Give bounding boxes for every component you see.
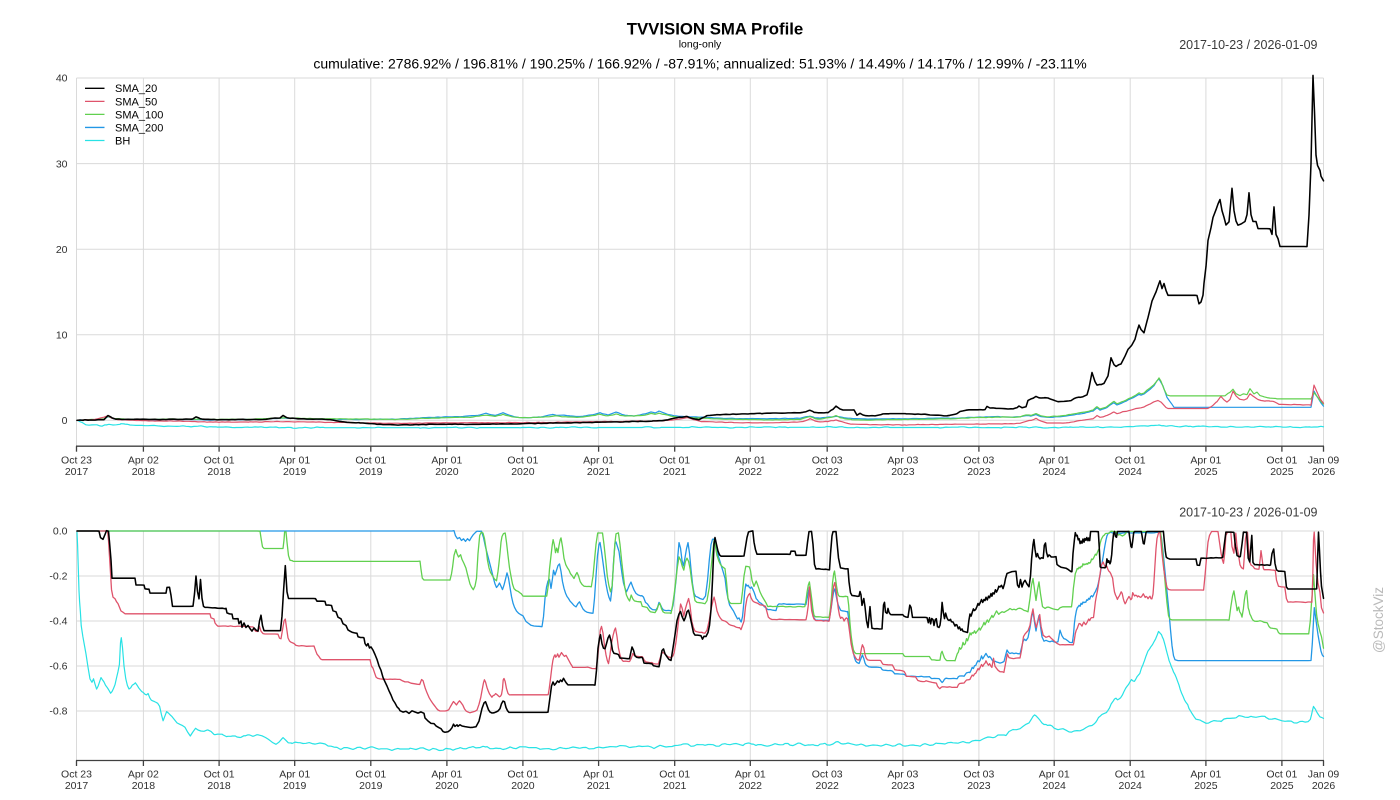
svg-text:2023: 2023 — [967, 780, 991, 792]
svg-text:2017: 2017 — [65, 466, 89, 478]
svg-text:cumulative: 2786.92% / 196.81%: cumulative: 2786.92% / 196.81% / 190.25%… — [313, 56, 1086, 72]
svg-text:2025: 2025 — [1270, 466, 1294, 478]
svg-text:Oct 01: Oct 01 — [659, 454, 690, 466]
svg-text:TVVISION SMA Profile: TVVISION SMA Profile — [627, 20, 804, 39]
svg-text:2022: 2022 — [739, 466, 763, 478]
svg-text:Oct 03: Oct 03 — [963, 454, 994, 466]
svg-text:2023: 2023 — [891, 780, 915, 792]
svg-text:30: 30 — [56, 158, 68, 170]
svg-text:long-only: long-only — [679, 39, 722, 51]
svg-text:Oct 23: Oct 23 — [61, 769, 92, 781]
svg-text:Oct 01: Oct 01 — [355, 454, 386, 466]
svg-text:-0.4: -0.4 — [49, 616, 67, 628]
svg-text:Oct 03: Oct 03 — [812, 769, 843, 781]
svg-text:Apr 01: Apr 01 — [1190, 454, 1221, 466]
svg-text:Oct 03: Oct 03 — [963, 769, 994, 781]
svg-text:Apr 02: Apr 02 — [128, 769, 159, 781]
svg-text:Apr 03: Apr 03 — [887, 769, 918, 781]
svg-text:Oct 01: Oct 01 — [1115, 769, 1146, 781]
svg-text:2023: 2023 — [891, 466, 915, 478]
svg-text:@StockViz: @StockViz — [1371, 587, 1386, 653]
svg-text:-0.2: -0.2 — [49, 571, 67, 583]
svg-text:2021: 2021 — [587, 780, 611, 792]
svg-text:SMA_20: SMA_20 — [115, 83, 157, 95]
svg-text:2023: 2023 — [967, 466, 991, 478]
svg-text:2017-10-23 / 2026-01-09: 2017-10-23 / 2026-01-09 — [1179, 506, 1317, 520]
svg-text:2021: 2021 — [587, 466, 611, 478]
svg-text:2024: 2024 — [1043, 466, 1067, 478]
svg-text:2026: 2026 — [1312, 780, 1336, 792]
svg-text:2025: 2025 — [1194, 466, 1218, 478]
svg-text:Apr 01: Apr 01 — [279, 454, 310, 466]
svg-text:Jan 09: Jan 09 — [1308, 454, 1340, 466]
svg-text:0.0: 0.0 — [53, 526, 68, 538]
svg-text:2026: 2026 — [1312, 466, 1336, 478]
svg-text:Apr 02: Apr 02 — [128, 454, 159, 466]
svg-text:2019: 2019 — [283, 780, 307, 792]
svg-text:Oct 03: Oct 03 — [812, 454, 843, 466]
svg-text:Oct 01: Oct 01 — [204, 454, 235, 466]
svg-text:Oct 01: Oct 01 — [355, 769, 386, 781]
svg-text:0: 0 — [62, 415, 68, 427]
svg-text:20: 20 — [56, 244, 68, 256]
svg-text:Oct 01: Oct 01 — [507, 454, 538, 466]
svg-text:10: 10 — [56, 329, 68, 341]
svg-text:2019: 2019 — [283, 466, 307, 478]
svg-text:2020: 2020 — [511, 466, 535, 478]
svg-text:Oct 01: Oct 01 — [204, 769, 235, 781]
svg-text:2017-10-23 / 2026-01-09: 2017-10-23 / 2026-01-09 — [1179, 38, 1317, 52]
svg-text:Apr 01: Apr 01 — [431, 769, 462, 781]
svg-text:-0.6: -0.6 — [49, 661, 67, 673]
svg-text:SMA_100: SMA_100 — [115, 109, 163, 121]
svg-text:Oct 01: Oct 01 — [507, 769, 538, 781]
svg-text:2024: 2024 — [1119, 466, 1143, 478]
svg-text:40: 40 — [56, 73, 68, 85]
svg-text:2024: 2024 — [1043, 780, 1067, 792]
svg-text:2022: 2022 — [816, 780, 840, 792]
svg-text:2020: 2020 — [435, 780, 459, 792]
svg-text:2018: 2018 — [132, 780, 156, 792]
svg-text:Apr 01: Apr 01 — [1039, 769, 1070, 781]
svg-text:SMA_200: SMA_200 — [115, 122, 163, 134]
svg-text:Apr 01: Apr 01 — [1039, 454, 1070, 466]
svg-text:2020: 2020 — [435, 466, 459, 478]
svg-text:Oct 23: Oct 23 — [61, 454, 92, 466]
svg-text:2019: 2019 — [359, 780, 383, 792]
svg-text:Apr 01: Apr 01 — [583, 769, 614, 781]
svg-text:2021: 2021 — [663, 780, 687, 792]
svg-text:Oct 01: Oct 01 — [659, 769, 690, 781]
svg-text:2017: 2017 — [65, 780, 89, 792]
svg-text:Apr 01: Apr 01 — [583, 454, 614, 466]
svg-text:Apr 01: Apr 01 — [735, 769, 766, 781]
svg-text:2025: 2025 — [1194, 780, 1218, 792]
svg-text:2018: 2018 — [207, 780, 231, 792]
svg-text:Apr 03: Apr 03 — [887, 454, 918, 466]
svg-text:2020: 2020 — [511, 780, 535, 792]
svg-text:BH: BH — [115, 135, 130, 147]
svg-text:-0.8: -0.8 — [49, 706, 67, 718]
svg-text:Apr 01: Apr 01 — [1190, 769, 1221, 781]
svg-text:2022: 2022 — [739, 780, 763, 792]
svg-text:2018: 2018 — [132, 466, 156, 478]
svg-text:2019: 2019 — [359, 466, 383, 478]
svg-text:2022: 2022 — [816, 466, 840, 478]
svg-text:SMA_50: SMA_50 — [115, 96, 157, 108]
svg-text:2024: 2024 — [1119, 780, 1143, 792]
svg-text:Apr 01: Apr 01 — [431, 454, 462, 466]
svg-text:2025: 2025 — [1270, 780, 1294, 792]
svg-text:2018: 2018 — [207, 466, 231, 478]
svg-text:2021: 2021 — [663, 466, 687, 478]
svg-text:Oct 01: Oct 01 — [1266, 769, 1297, 781]
svg-text:Oct 01: Oct 01 — [1266, 454, 1297, 466]
svg-text:Apr 01: Apr 01 — [735, 454, 766, 466]
svg-text:Oct 01: Oct 01 — [1115, 454, 1146, 466]
svg-text:Jan 09: Jan 09 — [1308, 769, 1340, 781]
svg-text:Apr 01: Apr 01 — [279, 769, 310, 781]
